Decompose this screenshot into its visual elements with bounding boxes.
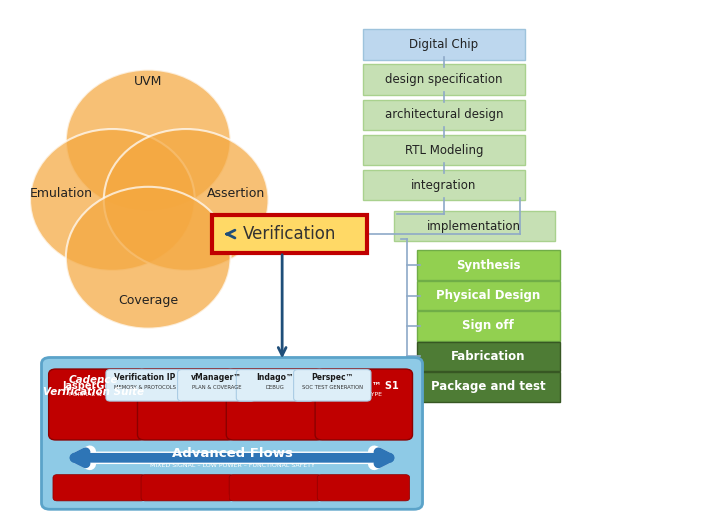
Text: SIMULATION: SIMULATION <box>167 392 206 397</box>
Text: SOC TEST GENERATION: SOC TEST GENERATION <box>302 385 363 390</box>
FancyBboxPatch shape <box>363 29 525 60</box>
Ellipse shape <box>104 129 268 271</box>
Text: Indago™: Indago™ <box>256 373 294 382</box>
Text: MIXED SIGNAL – LOW POWER – FUNCTIONAL SAFETY: MIXED SIGNAL – LOW POWER – FUNCTIONAL SA… <box>150 463 314 468</box>
FancyBboxPatch shape <box>229 475 321 501</box>
FancyBboxPatch shape <box>363 135 525 165</box>
Text: PROTOTYPE: PROTOTYPE <box>345 392 383 397</box>
Text: Xcelium™: Xcelium™ <box>160 381 213 391</box>
Ellipse shape <box>66 187 231 328</box>
FancyBboxPatch shape <box>49 369 146 440</box>
FancyBboxPatch shape <box>178 370 255 401</box>
FancyBboxPatch shape <box>363 100 525 130</box>
FancyBboxPatch shape <box>363 64 525 95</box>
FancyBboxPatch shape <box>106 370 183 401</box>
FancyBboxPatch shape <box>141 475 234 501</box>
Text: FORMAL & STATIC: FORMAL & STATIC <box>69 392 125 397</box>
FancyBboxPatch shape <box>393 211 554 241</box>
FancyBboxPatch shape <box>293 370 371 401</box>
Text: Digital Chip: Digital Chip <box>409 38 479 51</box>
Text: Assertion: Assertion <box>207 186 265 200</box>
Text: Protium™ S1: Protium™ S1 <box>329 381 399 391</box>
Text: EMULATION: EMULATION <box>257 392 293 397</box>
Text: UVM: UVM <box>134 75 162 88</box>
Text: Perspec™: Perspec™ <box>311 373 354 382</box>
Text: Cadence
Verification Suite: Cadence Verification Suite <box>42 375 144 397</box>
Text: Palladium® Z1: Palladium® Z1 <box>234 381 316 391</box>
Text: Verification IP: Verification IP <box>114 373 175 382</box>
Text: JasperGold®: JasperGold® <box>63 381 132 391</box>
FancyBboxPatch shape <box>53 475 145 501</box>
Text: FASTER and SMARTER: FASTER and SMARTER <box>172 492 292 502</box>
FancyBboxPatch shape <box>226 369 324 440</box>
FancyBboxPatch shape <box>137 369 235 440</box>
FancyBboxPatch shape <box>417 342 560 371</box>
Text: Advanced Flows: Advanced Flows <box>172 447 293 459</box>
Text: Verification: Verification <box>242 225 336 243</box>
FancyBboxPatch shape <box>212 214 367 253</box>
Text: Fabrication: Fabrication <box>451 350 526 363</box>
FancyBboxPatch shape <box>417 312 560 341</box>
FancyBboxPatch shape <box>237 370 313 401</box>
Text: design specification: design specification <box>385 73 503 86</box>
Text: Package and test: Package and test <box>431 380 546 393</box>
FancyBboxPatch shape <box>417 372 560 402</box>
Text: integration: integration <box>411 178 477 192</box>
Text: vManager™: vManager™ <box>191 373 242 382</box>
Text: Physical Design: Physical Design <box>436 289 541 302</box>
Ellipse shape <box>66 70 231 212</box>
Text: MEMORY & PROTOCOLS: MEMORY & PROTOCOLS <box>114 385 175 390</box>
Text: implementation: implementation <box>427 220 521 233</box>
Text: Sign off: Sign off <box>462 319 514 333</box>
Text: Coverage: Coverage <box>118 294 178 307</box>
Text: RTL Modeling: RTL Modeling <box>405 144 483 156</box>
Ellipse shape <box>30 129 195 271</box>
FancyBboxPatch shape <box>417 281 560 310</box>
FancyBboxPatch shape <box>315 369 413 440</box>
FancyBboxPatch shape <box>317 475 410 501</box>
Text: PLAN & COVERAGE: PLAN & COVERAGE <box>191 385 241 390</box>
FancyBboxPatch shape <box>42 357 423 510</box>
FancyBboxPatch shape <box>417 250 560 280</box>
FancyBboxPatch shape <box>363 170 525 201</box>
Text: Emulation: Emulation <box>29 186 92 200</box>
Text: architectural design: architectural design <box>385 108 503 121</box>
Text: Synthesis: Synthesis <box>456 259 521 271</box>
Text: DEBUG: DEBUG <box>265 385 284 390</box>
